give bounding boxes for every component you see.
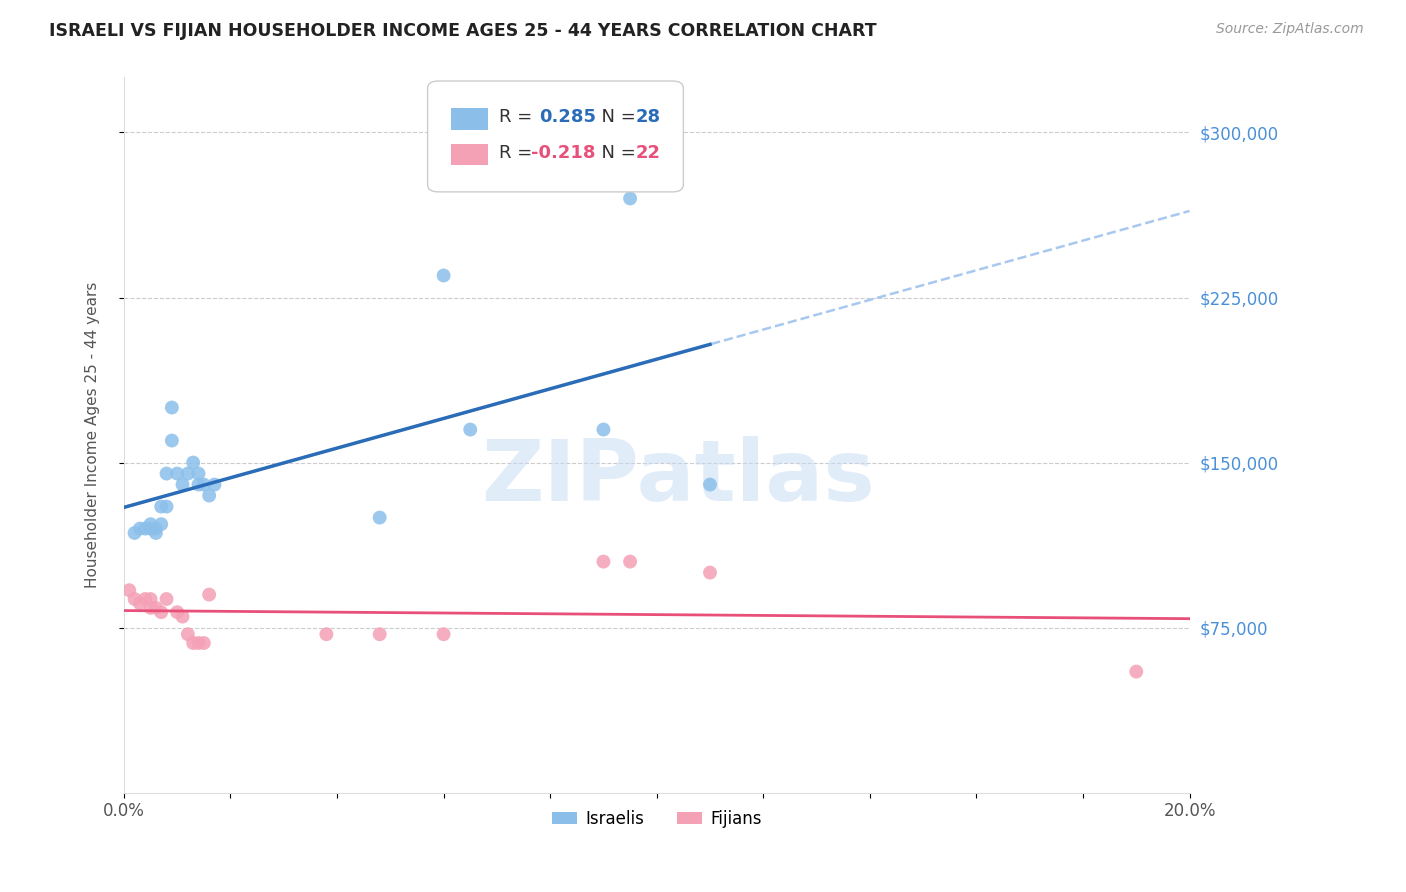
- Text: 0.285: 0.285: [540, 108, 596, 126]
- Text: Source: ZipAtlas.com: Source: ZipAtlas.com: [1216, 22, 1364, 37]
- Point: [193, 636, 215, 650]
- Text: R =: R =: [499, 144, 538, 161]
- Point: [204, 477, 226, 491]
- Text: R =: R =: [499, 108, 538, 126]
- Point: [166, 467, 188, 481]
- Point: [699, 477, 721, 491]
- Legend: Israelis, Fijians: Israelis, Fijians: [546, 803, 769, 834]
- Point: [172, 477, 194, 491]
- Text: 22: 22: [636, 144, 661, 161]
- Point: [315, 627, 337, 641]
- Point: [160, 434, 183, 448]
- Point: [118, 583, 141, 598]
- Point: [134, 592, 156, 607]
- Y-axis label: Householder Income Ages 25 - 44 years: Householder Income Ages 25 - 44 years: [86, 282, 100, 588]
- Point: [1125, 665, 1147, 679]
- Point: [155, 500, 177, 514]
- Point: [193, 477, 215, 491]
- Text: ISRAELI VS FIJIAN HOUSEHOLDER INCOME AGES 25 - 44 YEARS CORRELATION CHART: ISRAELI VS FIJIAN HOUSEHOLDER INCOME AGE…: [49, 22, 877, 40]
- Point: [187, 477, 209, 491]
- Point: [181, 456, 204, 470]
- Point: [145, 600, 167, 615]
- Point: [592, 423, 614, 437]
- Point: [150, 500, 173, 514]
- Point: [181, 636, 204, 650]
- Point: [187, 636, 209, 650]
- Point: [139, 592, 162, 607]
- Point: [177, 627, 200, 641]
- Point: [124, 526, 146, 541]
- Point: [139, 517, 162, 532]
- Point: [134, 522, 156, 536]
- Point: [155, 467, 177, 481]
- Point: [592, 555, 614, 569]
- Point: [139, 600, 162, 615]
- FancyBboxPatch shape: [451, 144, 488, 165]
- Point: [166, 605, 188, 619]
- FancyBboxPatch shape: [451, 108, 488, 129]
- Point: [458, 423, 481, 437]
- Point: [699, 566, 721, 580]
- FancyBboxPatch shape: [427, 81, 683, 192]
- Point: [433, 268, 456, 283]
- Point: [160, 401, 183, 415]
- Text: N =: N =: [589, 144, 641, 161]
- Point: [198, 489, 221, 503]
- Point: [155, 592, 177, 607]
- Point: [172, 609, 194, 624]
- Point: [145, 522, 167, 536]
- Point: [124, 592, 146, 607]
- Text: 28: 28: [636, 108, 661, 126]
- Text: ZIPatlas: ZIPatlas: [481, 436, 875, 519]
- Point: [619, 555, 641, 569]
- Point: [150, 605, 173, 619]
- Point: [145, 526, 167, 541]
- Point: [150, 517, 173, 532]
- Point: [433, 627, 456, 641]
- Point: [128, 596, 150, 610]
- Point: [187, 467, 209, 481]
- Point: [128, 522, 150, 536]
- Point: [368, 627, 391, 641]
- Point: [139, 522, 162, 536]
- Text: N =: N =: [589, 108, 641, 126]
- Point: [198, 588, 221, 602]
- Point: [177, 467, 200, 481]
- Point: [368, 510, 391, 524]
- Point: [619, 192, 641, 206]
- Text: -0.218: -0.218: [531, 144, 596, 161]
